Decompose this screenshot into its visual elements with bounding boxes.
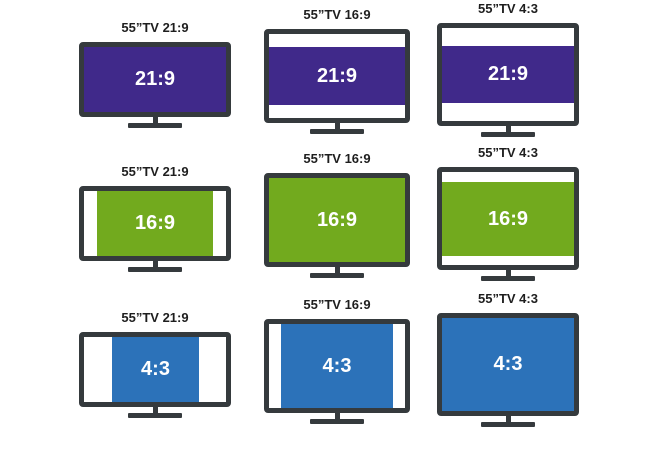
aspect-ratio-label: 4:3 [322,354,352,377]
tv-title: 55”TV 21:9 [121,164,189,179]
tv-stand-neck [334,267,340,273]
tv-screen-frame: 4:3 [437,313,579,416]
tv-title: 55”TV 21:9 [121,20,189,35]
tv-content-area: 16:9 [269,178,405,262]
tv-title: 55”TV 4:3 [478,1,538,16]
tv-screen-frame: 16:9 [437,167,579,270]
tv-stand-neck [334,413,340,419]
tv-content-area: 21:9 [84,47,226,112]
aspect-ratio-label: 16:9 [316,208,358,231]
tv-stand-base [128,267,182,272]
aspect-ratio-label: 16:9 [487,207,529,230]
tv-title: 55”TV 21:9 [121,310,189,325]
aspect-ratio-label: 21:9 [487,63,529,85]
tv-stand-base [481,422,535,427]
tv-screen-frame: 4:3 [79,332,231,407]
tv-screen-frame: 16:9 [79,186,231,261]
tv-title: 55”TV 16:9 [303,7,371,22]
aspect-ratio-label: 4:3 [493,353,523,375]
tv-content-area: 21:9 [269,47,405,105]
tv-stand-base [128,123,182,128]
tv-title: 55”TV 4:3 [478,145,538,160]
tv-stand-neck [152,407,158,413]
tv-stand-base [128,413,182,418]
tv-stand-neck [334,123,340,129]
tv-content-area: 4:3 [112,337,199,402]
tv-stand-base [310,129,364,134]
tv-title: 55”TV 4:3 [478,291,538,306]
tv-stand-base [481,276,535,281]
aspect-ratio-label: 21:9 [316,64,358,87]
aspect-ratio-label: 16:9 [134,212,176,234]
tv-content-area: 21:9 [442,46,574,103]
aspect-ratio-label: 4:3 [141,358,170,380]
tv-screen-frame: 16:9 [264,173,410,267]
tv-screen-frame: 21:9 [437,23,579,126]
tv-stand-neck [152,261,158,267]
tv-stand-neck [505,270,511,276]
tv-screen-frame: 21:9 [79,42,231,117]
tv-screen-frame: 21:9 [264,29,410,123]
tv-title: 55”TV 16:9 [303,151,371,166]
aspect-ratio-label: 21:9 [134,68,176,90]
tv-stand-base [310,273,364,278]
tv-stand-neck [505,126,511,132]
tv-content-area: 4:3 [281,324,393,408]
tv-title: 55”TV 16:9 [303,297,371,312]
tv-stand-neck [505,416,511,422]
tv-stand-base [310,419,364,424]
tv-content-area: 16:9 [97,191,213,256]
tv-content-area: 4:3 [442,318,574,411]
tv-screen-frame: 4:3 [264,319,410,413]
tv-stand-base [481,132,535,137]
tv-content-area: 16:9 [442,182,574,256]
tv-stand-neck [152,117,158,123]
